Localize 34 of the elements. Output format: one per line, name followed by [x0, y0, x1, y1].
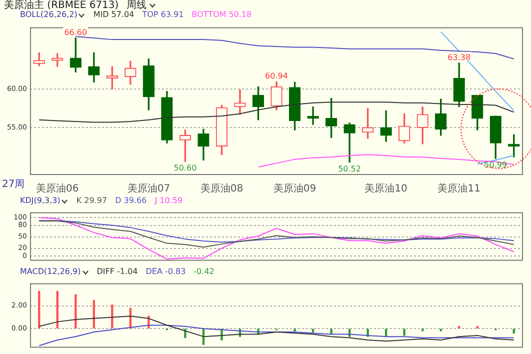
- candlestick: [380, 110, 392, 142]
- chart-subtitle: 周线: [126, 0, 147, 11]
- bar: [312, 328, 314, 332]
- x-tick-label: 美原油08: [200, 182, 244, 195]
- text: D 39.66: [115, 196, 147, 206]
- annotation: 50.99: [484, 160, 508, 170]
- x-tick-label: 美原油11: [438, 182, 480, 195]
- bar: [403, 328, 406, 336]
- bar: [56, 290, 58, 328]
- annotation: 66.60: [64, 28, 88, 38]
- annotation: 60.94: [265, 72, 288, 81]
- bar: [74, 294, 77, 328]
- annotation: 63.38: [448, 52, 471, 62]
- legend-title: BOLL(26,26,2): [20, 10, 78, 20]
- text: DEA -0.83: [146, 267, 186, 277]
- x-tick-label: 美原油10: [364, 182, 408, 195]
- legend-title: KDJ(9,3,3): [20, 196, 60, 206]
- bar: [38, 290, 40, 328]
- x-tick-label: 美原油09: [273, 182, 316, 195]
- x-tick-label: 美原油06: [36, 182, 79, 195]
- text: 27周: [2, 179, 25, 190]
- annotation: 50.60: [174, 164, 197, 173]
- legend-title: MACD(12,26,9): [20, 267, 81, 277]
- text: J 10.59: [154, 196, 182, 206]
- annotation: 50.52: [338, 164, 361, 174]
- text: K 29.97: [76, 196, 108, 206]
- text: TOP 63.91: [142, 10, 184, 20]
- x-tick-label: 美原油07: [127, 182, 170, 195]
- bar: [294, 328, 296, 332]
- text: -0.42: [194, 267, 214, 277]
- text: BOTTOM 50.18: [192, 10, 252, 20]
- candlestick: [234, 89, 246, 115]
- legend-label: MID 57.04: [93, 10, 134, 20]
- legend-label: DIFF -1.04: [96, 267, 138, 277]
